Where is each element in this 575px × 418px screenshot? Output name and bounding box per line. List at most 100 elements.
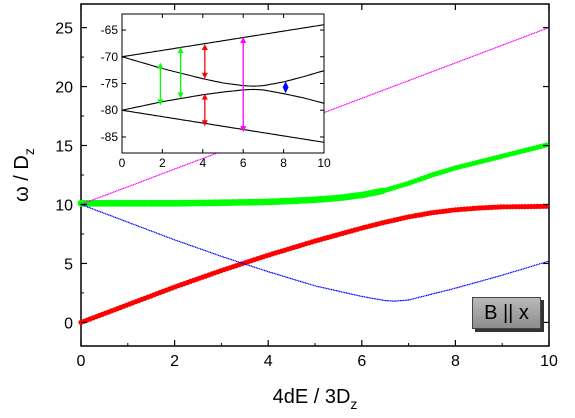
- data-point: [534, 264, 536, 267]
- data-point: [265, 270, 267, 272]
- data-point: [140, 180, 143, 183]
- data-point: [145, 228, 148, 230]
- data-point: [447, 65, 449, 67]
- data-point: [486, 278, 488, 281]
- data-point: [363, 96, 366, 99]
- data-point: [455, 287, 457, 289]
- data-point: [286, 276, 289, 279]
- data-point: [381, 299, 384, 301]
- data-point: [275, 273, 277, 275]
- data-point: [114, 190, 117, 193]
- data-point: [404, 299, 406, 301]
- data-point: [101, 211, 104, 214]
- data-point: [532, 32, 534, 35]
- data-point: [163, 172, 166, 174]
- data-point: [430, 293, 433, 295]
- data-point: [365, 296, 367, 298]
- data-point: [496, 46, 498, 48]
- data-point: [124, 220, 126, 222]
- data-point: [399, 300, 402, 302]
- data-point: [327, 288, 329, 290]
- data-point: [519, 269, 521, 271]
- data-point: [111, 192, 113, 194]
- data-point: [348, 293, 351, 295]
- inset-x-tick-label: 6: [240, 156, 247, 170]
- data-point: [457, 286, 459, 289]
- data-point: [498, 45, 500, 48]
- inset-y-tick-label: -70: [101, 50, 119, 64]
- data-point: [385, 88, 387, 91]
- data-point: [119, 188, 122, 191]
- data-point: [198, 247, 200, 250]
- data-point: [139, 226, 141, 228]
- data-point: [360, 295, 362, 297]
- data-point: [475, 54, 477, 56]
- inset-x-tick-label: 4: [199, 156, 206, 170]
- data-point: [281, 275, 284, 277]
- data-point: [273, 272, 275, 275]
- data-point: [502, 44, 505, 46]
- data-point: [204, 156, 207, 159]
- data-point: [147, 178, 149, 180]
- data-point: [183, 164, 185, 167]
- data-point: [412, 298, 415, 300]
- data-point: [193, 161, 195, 163]
- data-point: [340, 291, 343, 293]
- data-point: [473, 282, 475, 284]
- data-point: [172, 238, 174, 240]
- data-point: [93, 208, 95, 211]
- data-point: [119, 218, 122, 220]
- data-point: [278, 274, 280, 276]
- x-tick-label: 6: [357, 353, 366, 370]
- data-point: [83, 202, 86, 204]
- data-point: [209, 154, 212, 157]
- data-point: [232, 259, 234, 261]
- data-point: [185, 164, 187, 166]
- data-point: [167, 236, 169, 238]
- data-point: [525, 267, 528, 269]
- data-point: [514, 270, 516, 272]
- data-point: [421, 75, 423, 77]
- data-point: [152, 176, 154, 178]
- data-point: [480, 280, 482, 282]
- data-point: [403, 81, 405, 84]
- data-point: [186, 163, 189, 165]
- data-point: [342, 104, 344, 107]
- data-point: [422, 74, 424, 76]
- data-point: [483, 51, 485, 53]
- data-point: [268, 271, 271, 273]
- data-point: [427, 294, 429, 296]
- data-point: [335, 107, 338, 109]
- data-point: [190, 162, 192, 164]
- arrow-head-top: [177, 47, 184, 54]
- data-point: [173, 168, 176, 170]
- data-point: [388, 300, 390, 302]
- data-point: [368, 297, 370, 299]
- y-tick-label: 5: [64, 256, 73, 273]
- data-point: [509, 272, 511, 274]
- data-point: [507, 42, 510, 44]
- data-point: [407, 80, 410, 82]
- data-point: [239, 261, 241, 264]
- data-point: [371, 93, 374, 96]
- data-point: [342, 291, 344, 293]
- data-point: [237, 261, 239, 263]
- data-point: [375, 298, 377, 300]
- inset-x-tick-label: 2: [159, 156, 166, 170]
- data-point: [396, 84, 398, 86]
- data-point: [152, 231, 154, 233]
- data-point: [340, 105, 343, 107]
- data-point: [421, 296, 423, 298]
- data-point: [527, 266, 529, 269]
- data-point: [257, 267, 259, 269]
- data-point: [409, 298, 411, 301]
- data-point: [488, 278, 490, 280]
- data-point: [496, 276, 498, 278]
- data-point: [165, 236, 167, 238]
- data-point: [293, 278, 295, 281]
- data-point: [242, 262, 244, 265]
- data-point: [386, 300, 388, 302]
- data-point: [414, 297, 416, 300]
- data-point: [448, 64, 451, 66]
- data-point: [334, 289, 336, 292]
